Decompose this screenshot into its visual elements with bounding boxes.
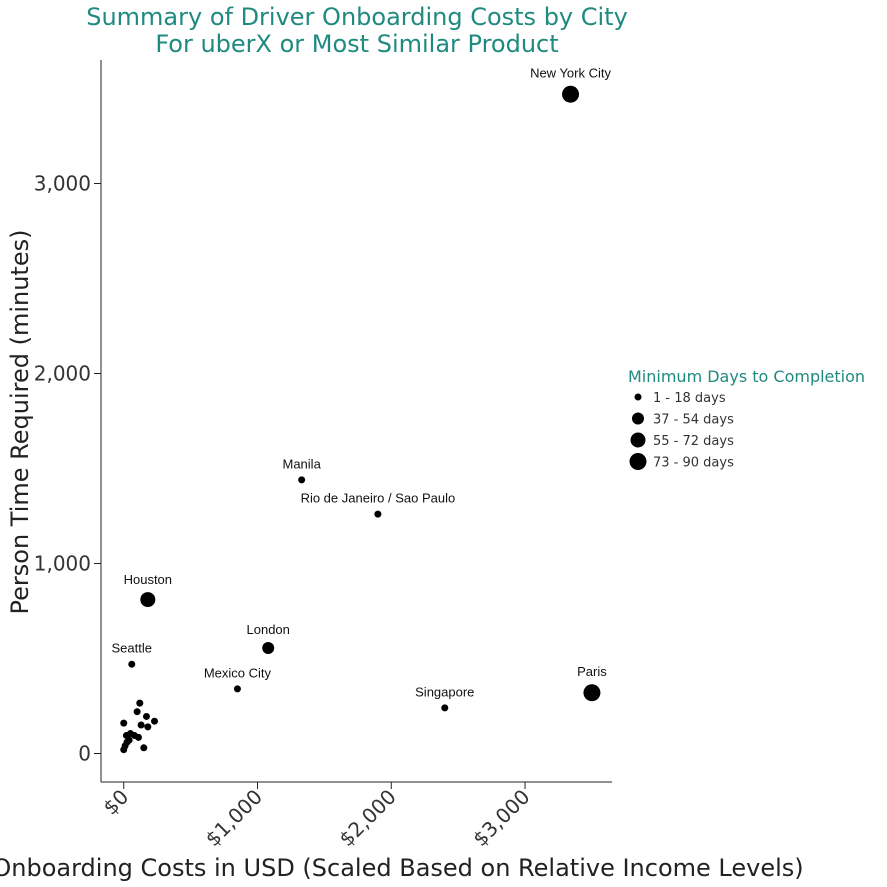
- data-point: [120, 746, 128, 754]
- x-tick-label: $0: [98, 785, 133, 820]
- data-point: [140, 592, 156, 608]
- data-point-labels: New York City Manila Rio de Janeiro / Sao …: [112, 66, 612, 700]
- data-point: [441, 704, 449, 712]
- y-tick-label: 3,000: [34, 172, 91, 196]
- legend-title: Minimum Days to Completion: [628, 367, 865, 386]
- legend-marker: [632, 412, 644, 425]
- data-point: [142, 712, 150, 720]
- data-point-label: Houston: [124, 572, 172, 587]
- data-point-label: Singapore: [415, 684, 474, 699]
- x-axis-label: Onboarding Costs in USD (Scaled Based on…: [0, 854, 804, 882]
- y-tick-label: 2,000: [34, 362, 91, 386]
- data-point-label: New York City: [530, 66, 611, 81]
- data-points: [120, 85, 601, 754]
- data-point: [134, 733, 142, 741]
- data-point: [374, 510, 382, 518]
- legend-marker: [634, 393, 642, 401]
- legend-entry-label: 1 - 18 days: [653, 391, 726, 406]
- y-axis-ticks: 0 1,000 2,000 3,000: [34, 172, 101, 766]
- legend-entry-label: 73 - 90 days: [653, 456, 734, 471]
- chart-title-line-2: For uberX or Most Similar Product: [155, 30, 558, 58]
- data-point: [583, 684, 601, 702]
- data-point: [120, 719, 128, 727]
- data-point: [233, 685, 241, 693]
- x-tick-label: $1,000: [201, 785, 267, 851]
- data-point-label: Mexico City: [204, 665, 272, 680]
- data-point: [151, 717, 159, 725]
- x-axis-ticks: $0 $1,000 $2,000 $3,000: [98, 782, 535, 851]
- axes: [100, 60, 612, 783]
- y-tick-label: 1,000: [34, 552, 91, 576]
- data-point-label: Paris: [577, 664, 607, 679]
- data-point: [128, 660, 136, 668]
- data-point: [562, 85, 580, 103]
- data-point: [133, 708, 141, 716]
- legend-marker: [630, 432, 646, 448]
- data-point: [144, 723, 152, 731]
- legend-entry-label: 37 - 54 days: [653, 413, 734, 428]
- y-axis-label: Person Time Required (minutes): [6, 230, 34, 615]
- x-tick-label: $2,000: [334, 785, 400, 851]
- legend: Minimum Days to Completion 1 - 18 days 37…: [628, 367, 865, 471]
- data-point: [136, 699, 144, 707]
- data-point-label: Manila: [283, 456, 322, 471]
- legend-entries: 1 - 18 days 37 - 54 days 55 - 72 days 73 - …: [629, 391, 734, 471]
- legend-entry-label: 55 - 72 days: [653, 434, 734, 449]
- data-point: [262, 642, 275, 655]
- x-tick-label: $3,000: [468, 785, 534, 851]
- data-point: [137, 721, 145, 729]
- data-point-label: Seattle: [112, 641, 152, 656]
- data-point: [140, 744, 148, 752]
- chart-title-line-1: Summary of Driver Onboarding Costs by Ci…: [86, 3, 628, 31]
- data-point: [298, 476, 306, 484]
- y-tick-label: 0: [78, 742, 91, 766]
- data-point-label: Rio de Janeiro / Sao Paulo: [301, 491, 456, 506]
- data-point-label: London: [247, 622, 290, 637]
- legend-marker: [629, 453, 647, 470]
- chart-title: Summary of Driver Onboarding Costs by Ci…: [86, 3, 628, 58]
